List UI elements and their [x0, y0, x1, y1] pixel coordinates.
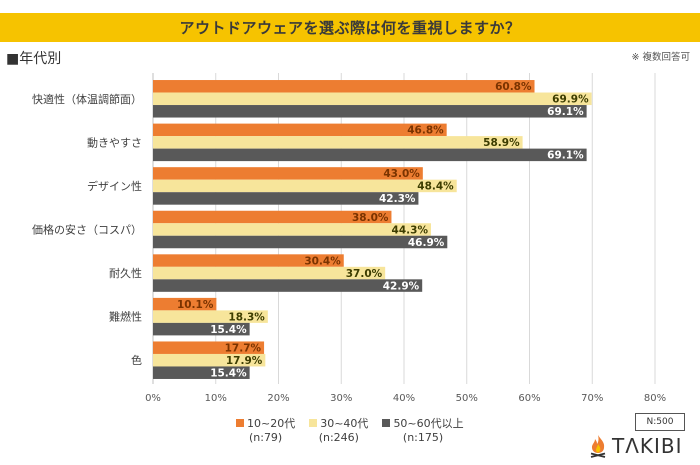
- bar: [153, 341, 265, 354]
- bar: [153, 192, 419, 205]
- bar: [153, 123, 447, 137]
- x-tick-label: 60%: [518, 393, 540, 404]
- legend-sample: (n:246): [318, 431, 359, 444]
- bar: [153, 366, 250, 379]
- bar-chart: 0% 10% 20% 30% 40% 50% 60% 70% 80% 快適性（体温調節面） 60.8…: [32, 73, 666, 404]
- legend-label: 50~60代以上: [393, 417, 464, 430]
- bar: [153, 148, 587, 162]
- category-label: 色: [131, 353, 142, 367]
- data-label: 42.9%: [383, 280, 420, 292]
- bar: [153, 254, 344, 267]
- data-label: 60.8%: [495, 81, 532, 93]
- legend-item-series-2: 30~40代 (n:246): [309, 415, 368, 444]
- bar: [153, 353, 266, 367]
- data-label: 44.3%: [392, 224, 429, 236]
- campfire-icon: [590, 435, 606, 458]
- x-tick-label: 30%: [330, 393, 352, 404]
- data-label: 15.4%: [210, 367, 247, 379]
- category-label: デザイン性: [87, 179, 142, 193]
- x-tick-label: 80%: [644, 393, 666, 404]
- bar: [153, 167, 423, 180]
- data-label: 46.9%: [408, 237, 445, 249]
- bar: [153, 179, 457, 193]
- x-tick-label: 10%: [205, 393, 227, 404]
- bar: [153, 80, 535, 93]
- data-label: 17.7%: [225, 342, 262, 354]
- bar: [153, 310, 268, 323]
- title-bar: アウトドアウェアを選ぶ際は何を重視しますか？: [0, 13, 700, 42]
- data-label: 58.9%: [483, 137, 520, 149]
- bar: [153, 92, 592, 106]
- bar: [153, 105, 587, 118]
- category-label: 動きやすさ: [87, 135, 142, 149]
- category-label: 快適性（体温調節面）: [32, 92, 142, 106]
- legend: 10~20代 (n:79) 30~40代 (n:246) 50~60代以上 (n…: [236, 415, 464, 444]
- x-tick-label: 0%: [145, 393, 161, 404]
- bar: [153, 322, 250, 336]
- bar: [153, 279, 423, 292]
- bar: [153, 136, 523, 149]
- legend-sample: (n:175): [402, 431, 444, 444]
- data-label: 30.4%: [304, 255, 341, 267]
- takibi-logo: TΛKIBI: [588, 434, 683, 458]
- category-label: 耐久性: [109, 266, 142, 280]
- x-tick-label: 40%: [393, 393, 415, 404]
- bar: [153, 235, 448, 249]
- legend-swatch: [382, 419, 391, 427]
- data-label: 15.4%: [210, 324, 247, 336]
- bar: [153, 297, 217, 311]
- chart-title: アウトドアウェアを選ぶ際は何を重視しますか？: [179, 19, 521, 37]
- data-label: 43.0%: [383, 168, 420, 180]
- bar: [153, 223, 431, 236]
- bar: [153, 266, 386, 280]
- data-label: 69.9%: [552, 94, 589, 106]
- bar: [153, 210, 392, 224]
- x-tick-label: 70%: [581, 393, 603, 404]
- data-label: 42.3%: [379, 193, 416, 205]
- data-label: 46.8%: [407, 125, 444, 137]
- data-label: 69.1%: [547, 106, 584, 118]
- category-label: 価格の安さ（コスパ）: [32, 223, 142, 237]
- sample-size-box: N:500: [635, 413, 685, 431]
- legend-item-series-1: 10~20代 (n:79): [236, 415, 295, 444]
- data-label: 37.0%: [346, 268, 383, 280]
- legend-item-series-3: 50~60代以上 (n:175): [382, 415, 464, 444]
- legend-swatch: [309, 419, 318, 427]
- legend-label: 30~40代: [320, 417, 369, 430]
- data-label: 38.0%: [352, 212, 389, 224]
- section-label: ■年代別: [6, 51, 62, 67]
- multiple-answer-note: ※ 複数回答可: [631, 52, 690, 63]
- data-label: 10.1%: [177, 299, 214, 311]
- data-label: 17.9%: [226, 355, 263, 367]
- legend-swatch: [236, 419, 244, 427]
- data-label: 48.4%: [417, 181, 454, 193]
- x-tick-label: 20%: [267, 393, 289, 404]
- category-label: 難燃性: [109, 310, 142, 324]
- data-label: 18.3%: [228, 311, 265, 323]
- logo-text: TΛKIBI: [612, 434, 683, 458]
- x-tick-label: 50%: [456, 393, 478, 404]
- legend-label: 10~20代: [247, 417, 296, 430]
- legend-sample: (n:79): [248, 431, 283, 444]
- data-label: 69.1%: [547, 150, 584, 162]
